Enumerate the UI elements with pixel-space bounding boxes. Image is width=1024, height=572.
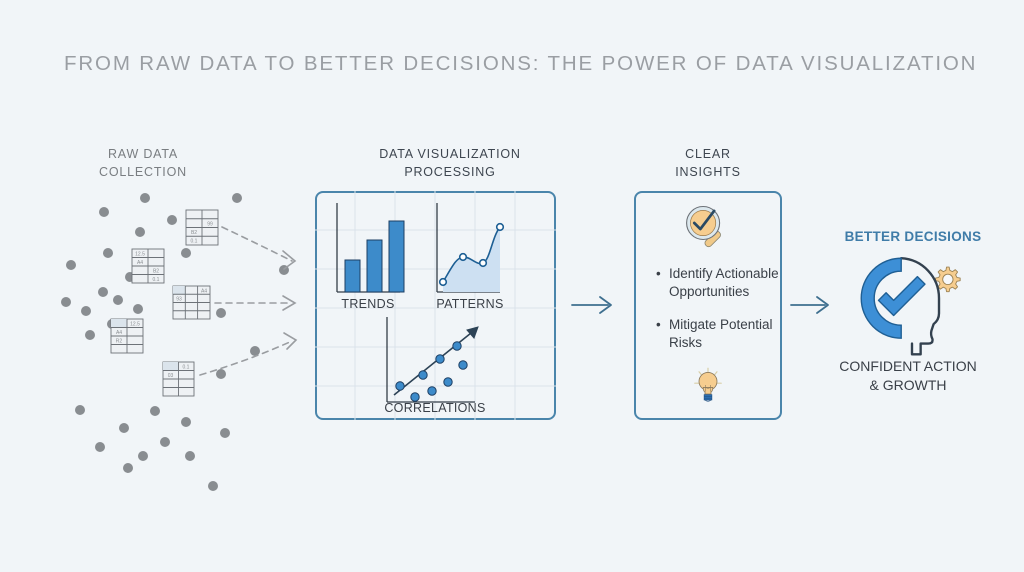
svg-text:A4: A4 (201, 288, 207, 294)
svg-text:0.1: 0.1 (153, 277, 160, 283)
svg-text:B2: B2 (191, 230, 197, 236)
svg-text:93: 93 (176, 297, 182, 303)
svg-text:CORRELATIONS: CORRELATIONS (384, 401, 485, 415)
svg-text:12.5: 12.5 (130, 321, 140, 327)
svg-text:99: 99 (207, 222, 213, 228)
svg-text:PATTERNS: PATTERNS (436, 297, 503, 311)
svg-text:TRENDS: TRENDS (341, 297, 394, 311)
svg-text:0.1: 0.1 (183, 364, 190, 370)
svg-text:R2: R2 (116, 338, 123, 344)
svg-text:12.5: 12.5 (135, 252, 145, 258)
svg-text:B2: B2 (153, 269, 159, 275)
svg-text:0.1: 0.1 (191, 239, 198, 245)
svg-text:A4: A4 (137, 260, 143, 266)
svg-text:03: 03 (168, 373, 174, 379)
svg-text:A4: A4 (116, 330, 122, 336)
